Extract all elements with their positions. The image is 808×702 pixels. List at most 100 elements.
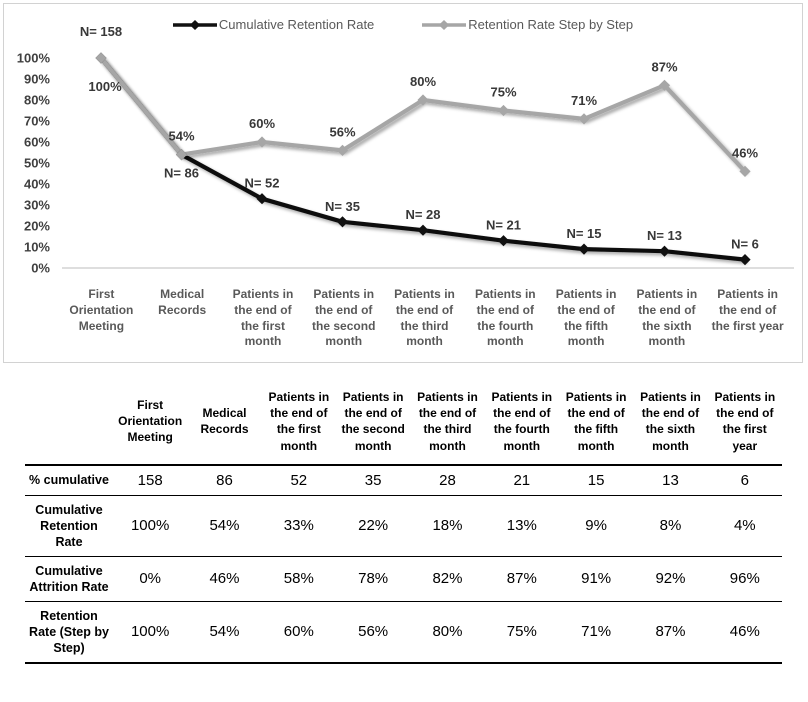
- table-row: % cumulative 158 86 52 35 28 21 15 13 6: [25, 465, 782, 496]
- table-cell: 75%: [506, 623, 537, 641]
- table-cell: 8%: [659, 517, 682, 535]
- table-cell: 80%: [432, 623, 463, 641]
- legend-line-marker-icon: [172, 19, 217, 30]
- table-row-label: Retention Rate (Step by Step): [29, 608, 109, 655]
- svg-text:0%: 0%: [31, 261, 50, 276]
- svg-text:90%: 90%: [24, 72, 50, 87]
- svg-text:N= 35: N= 35: [325, 199, 360, 214]
- table-cell: 9%: [585, 517, 607, 535]
- svg-text:71%: 71%: [571, 93, 597, 108]
- table-cell: 87%: [655, 623, 686, 641]
- table-cell: 21: [513, 471, 531, 489]
- table-cell: 13%: [506, 517, 537, 535]
- x-axis-label: Medical Records: [158, 287, 207, 317]
- table-column-header: Patients in the end of the sixth month: [640, 390, 701, 453]
- table-row-label: Cumulative Attrition Rate: [29, 563, 109, 594]
- svg-text:N= 6: N= 6: [731, 237, 759, 252]
- table-column-header: Medical Records: [200, 406, 249, 437]
- svg-text:60%: 60%: [24, 135, 50, 150]
- x-axis-label: Patients in the end of the second month: [312, 287, 376, 349]
- table-column-header: Patients in the end of the fourth month: [491, 390, 553, 453]
- table-cell: 18%: [432, 517, 463, 535]
- table-cell: 96%: [729, 570, 760, 588]
- svg-text:N= 158: N= 158: [80, 24, 122, 39]
- svg-text:87%: 87%: [651, 59, 677, 74]
- table-cell: 100%: [130, 517, 170, 535]
- table-cell: 4%: [733, 517, 756, 535]
- svg-text:20%: 20%: [24, 219, 50, 234]
- svg-text:N= 13: N= 13: [647, 228, 682, 243]
- legend-item-step-by-step: Retention Rate Step by Step: [422, 17, 633, 32]
- table-cell: 82%: [432, 570, 463, 588]
- table-column-header: Patients in the end of the fifth month: [565, 390, 627, 453]
- table-cell: 33%: [283, 517, 314, 535]
- chart-legend: Cumulative Retention Rate Retention Rate …: [4, 17, 802, 32]
- x-axis-label: First Orientation Meeting: [69, 287, 134, 333]
- table-cell: 52: [290, 471, 308, 489]
- table-cell: 35: [364, 471, 382, 489]
- table-cell: 6: [740, 471, 749, 489]
- table-header-row: First Orientation Meeting Medical Records…: [25, 378, 782, 465]
- table-column-header: Patients in the end of the first month: [268, 390, 330, 453]
- table-cell: 15: [587, 471, 605, 489]
- table-cell: 46%: [729, 623, 760, 641]
- svg-text:N= 28: N= 28: [405, 207, 440, 222]
- svg-text:N= 86: N= 86: [164, 166, 199, 181]
- table-cell: 13: [662, 471, 679, 489]
- svg-text:80%: 80%: [24, 93, 50, 108]
- svg-text:60%: 60%: [249, 116, 275, 131]
- x-axis-label: Patients in the end of the first month: [232, 287, 294, 349]
- table-row-label: % cumulative: [29, 473, 109, 488]
- svg-text:10%: 10%: [24, 240, 50, 255]
- table-cell: 56%: [358, 623, 389, 641]
- table-cell: 86: [216, 471, 233, 489]
- table-cell: 60%: [283, 623, 314, 641]
- x-axis-labels: First Orientation Meeting Medical Records…: [61, 287, 788, 350]
- table-row-label: Cumulative Retention Rate: [35, 502, 103, 549]
- x-axis-label: Patients in the end of the fifth month: [555, 287, 617, 349]
- svg-text:50%: 50%: [24, 156, 50, 171]
- x-axis-label: Patients in the end of the fourth month: [474, 287, 536, 349]
- svg-text:54%: 54%: [168, 129, 194, 144]
- table-cell: 91%: [581, 570, 612, 588]
- table-cell: 87%: [506, 570, 537, 588]
- svg-text:46%: 46%: [732, 145, 758, 160]
- table-row: Cumulative Retention Rate 100% 54% 33% 22% 18…: [25, 495, 782, 557]
- table-cell: 92%: [655, 570, 686, 588]
- legend-item-cumulative: Cumulative Retention Rate: [172, 17, 375, 32]
- svg-text:56%: 56%: [329, 124, 355, 139]
- table-row: Retention Rate (Step by Step) 100% 54% 60% 5…: [25, 601, 782, 663]
- table-cell: 54%: [209, 623, 240, 641]
- legend-line-marker-icon: [422, 19, 467, 30]
- svg-text:30%: 30%: [24, 198, 50, 213]
- table-cell: 0%: [139, 570, 161, 588]
- svg-text:100%: 100%: [17, 51, 51, 66]
- svg-text:100%: 100%: [88, 79, 122, 94]
- retention-line-chart-figure: Cumulative Retention Rate Retention Rate …: [3, 3, 803, 363]
- table-cell: 78%: [358, 570, 389, 588]
- svg-text:40%: 40%: [24, 177, 50, 192]
- svg-text:N= 15: N= 15: [566, 226, 601, 241]
- line-chart-svg: 0% 10% 20% 30% 40% 50% 60% 70% 80% 90% 100% N= 158 N…: [17, 24, 794, 276]
- table-column-header: Patients in the end of the second month: [341, 390, 405, 453]
- x-axis-label: Patients in the end of the first year: [711, 287, 784, 333]
- svg-text:N= 21: N= 21: [486, 218, 521, 233]
- table-corner-cell: [25, 378, 113, 465]
- table-column-header: First Orientation Meeting: [118, 398, 183, 445]
- svg-text:80%: 80%: [410, 74, 436, 89]
- legend-label: Cumulative Retention Rate: [218, 17, 375, 32]
- x-axis-label: Patients in the end of the sixth month: [636, 287, 698, 349]
- svg-text:75%: 75%: [490, 85, 516, 100]
- table-column-header: Patients in the end of the first year: [714, 390, 776, 453]
- table-cell: 28: [439, 471, 456, 489]
- table-cell: 71%: [581, 623, 612, 641]
- legend-label: Retention Rate Step by Step: [468, 17, 634, 32]
- svg-text:N= 52: N= 52: [244, 176, 279, 191]
- results-table: First Orientation Meeting Medical Records…: [25, 378, 782, 664]
- table-cell: 54%: [209, 517, 240, 535]
- table-cell: 58%: [283, 570, 314, 588]
- x-axis-label: Patients in the end of the third month: [394, 287, 455, 349]
- table-cell: 158: [137, 471, 163, 489]
- svg-text:70%: 70%: [24, 114, 50, 129]
- table-column-header: Patients in the end of the third month: [417, 390, 478, 453]
